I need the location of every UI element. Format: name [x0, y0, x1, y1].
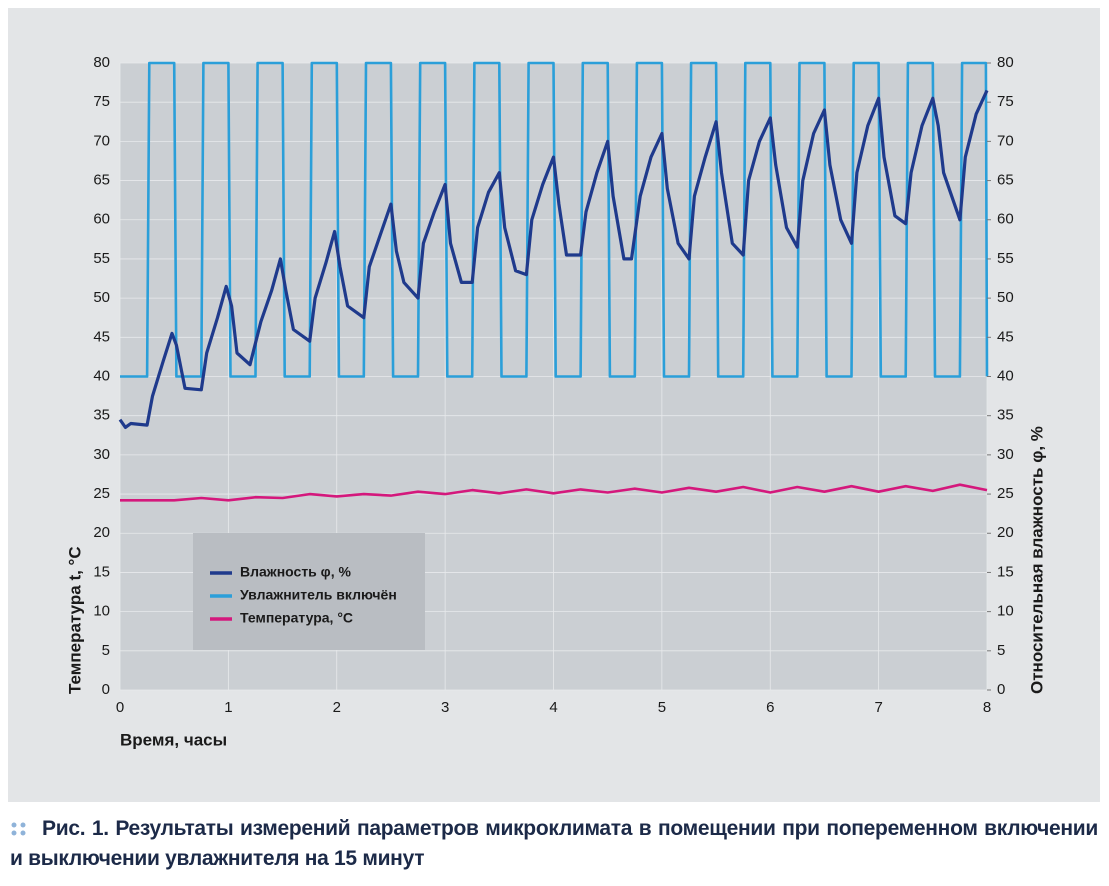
caption-label: Рис. 1.	[42, 817, 109, 840]
y2-tick-label: 0	[997, 681, 1005, 698]
y2-tick-label: 10	[997, 603, 1014, 620]
y-tick-label: 70	[93, 132, 110, 149]
x-tick-label: 6	[766, 699, 774, 716]
y2-tick-label: 75	[997, 93, 1014, 110]
x-tick-label: 2	[333, 699, 341, 716]
y-axis-title: Температура t, °C	[65, 546, 84, 694]
caption: Рис. 1. Результаты измерений параметров …	[10, 814, 1098, 874]
y2-tick-label: 70	[997, 132, 1014, 149]
y-tick-label: 25	[93, 485, 110, 502]
y-tick-label: 45	[93, 328, 110, 345]
y-tick-label: 35	[93, 407, 110, 424]
y2-tick-label: 5	[997, 642, 1005, 659]
y-tick-label: 5	[102, 642, 110, 659]
legend-label: Влажность φ, %	[240, 564, 351, 580]
legend-box	[193, 533, 425, 650]
y-tick-label: 50	[93, 289, 110, 306]
x-tick-label: 3	[441, 699, 449, 716]
y2-tick-label: 45	[997, 328, 1014, 345]
y-tick-label: 40	[93, 367, 110, 384]
x-axis-title: Время, часы	[120, 730, 227, 749]
y2-tick-label: 15	[997, 563, 1014, 580]
x-tick-label: 1	[224, 699, 232, 716]
y2-tick-label: 60	[997, 211, 1014, 228]
lines	[118, 61, 989, 502]
y-tick-label: 15	[93, 563, 110, 580]
y2-tick-label: 80	[997, 54, 1014, 71]
y-tick-label: 80	[93, 54, 110, 71]
x-tick-label: 4	[549, 699, 557, 716]
y-tick-label: 55	[93, 250, 110, 267]
series-line	[120, 483, 988, 502]
y2-axis-title: Относительная влажность φ, %	[1027, 426, 1046, 694]
y2-tick-label: 40	[997, 367, 1014, 384]
y2-tick-label: 50	[997, 289, 1014, 306]
series-line	[118, 89, 989, 429]
x-tick-label: 7	[874, 699, 882, 716]
y-tick-label: 20	[93, 524, 110, 541]
series-line	[120, 61, 989, 378]
y-tick-label: 60	[93, 211, 110, 228]
legend-label: Увлажнитель включён	[240, 587, 397, 603]
y-tick-label: 30	[93, 446, 110, 463]
x-tick-label: 5	[658, 699, 666, 716]
x-tick-label: 8	[983, 699, 991, 716]
x-tick-label: 0	[116, 699, 124, 716]
y-tick-label: 10	[93, 603, 110, 620]
y2-tick-label: 35	[997, 407, 1014, 424]
y-tick-label: 75	[93, 93, 110, 110]
chart: Время, часы Температура t, °C Относитель…	[8, 8, 1100, 802]
y2-tick-label: 25	[997, 485, 1014, 502]
y2-tick-label: 65	[997, 172, 1014, 189]
y2-tick-label: 55	[997, 250, 1014, 267]
y2-tick-label: 30	[997, 446, 1014, 463]
y2-tick-label: 20	[997, 524, 1014, 541]
caption-text: Результаты измерений параметров микрокли…	[10, 817, 1098, 870]
y-tick-label: 0	[102, 681, 110, 698]
y-tick-label: 65	[93, 172, 110, 189]
caption-icon	[11, 822, 26, 836]
legend-label: Температура, °C	[240, 610, 353, 626]
